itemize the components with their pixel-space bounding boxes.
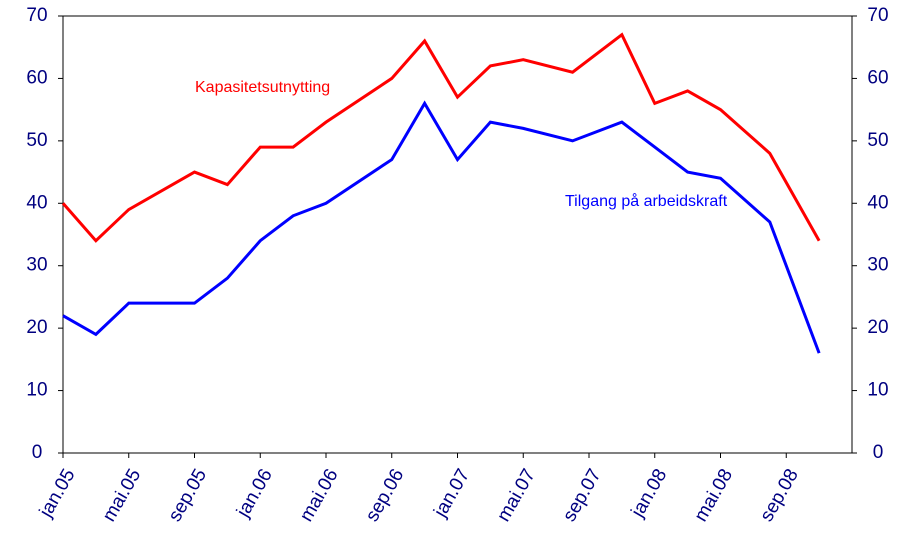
series-line (62, 100, 821, 354)
series-label: Tilgang på arbeidskraft (565, 192, 728, 210)
x-tick-label: jan.06 (232, 466, 277, 522)
y-tick-label: 70 (26, 5, 47, 26)
x-tick-label: sep.08 (756, 466, 803, 526)
y2-tick-label: 70 (867, 5, 888, 26)
plot-frame (62, 15, 853, 454)
x-tick-label: mai.05 (99, 466, 146, 526)
y2-tick-label: 40 (867, 192, 888, 213)
series-label: Kapasitetsutnytting (195, 79, 330, 96)
series-line (61, 32, 821, 243)
y-tick-label: 10 (26, 380, 47, 401)
x-tick-label: mai.06 (296, 466, 343, 526)
y2-tick-label: 0 (873, 442, 884, 463)
x-tick-label: jan.08 (627, 466, 672, 522)
x-tick-label: mai.08 (690, 466, 737, 526)
x-tick-label: sep.06 (362, 466, 409, 526)
y2-tick-label: 30 (867, 255, 888, 276)
x-tick-label: mai.07 (493, 466, 540, 526)
y-tick-label: 0 (32, 442, 43, 463)
y-tick-label: 60 (26, 67, 47, 88)
y-tick-label: 40 (26, 192, 47, 213)
y2-tick-label: 10 (867, 380, 888, 401)
x-tick-label: sep.07 (559, 466, 606, 526)
y-tick-label: 50 (26, 130, 47, 151)
y2-tick-label: 50 (867, 130, 888, 151)
x-tick-label: sep.05 (164, 466, 211, 526)
y-tick-label: 20 (26, 317, 47, 338)
y-tick-label: 30 (26, 255, 47, 276)
y2-tick-label: 20 (867, 317, 888, 338)
y2-tick-label: 60 (867, 67, 888, 88)
x-tick-label: jan.07 (430, 466, 475, 522)
x-tick-label: jan.05 (35, 466, 80, 522)
